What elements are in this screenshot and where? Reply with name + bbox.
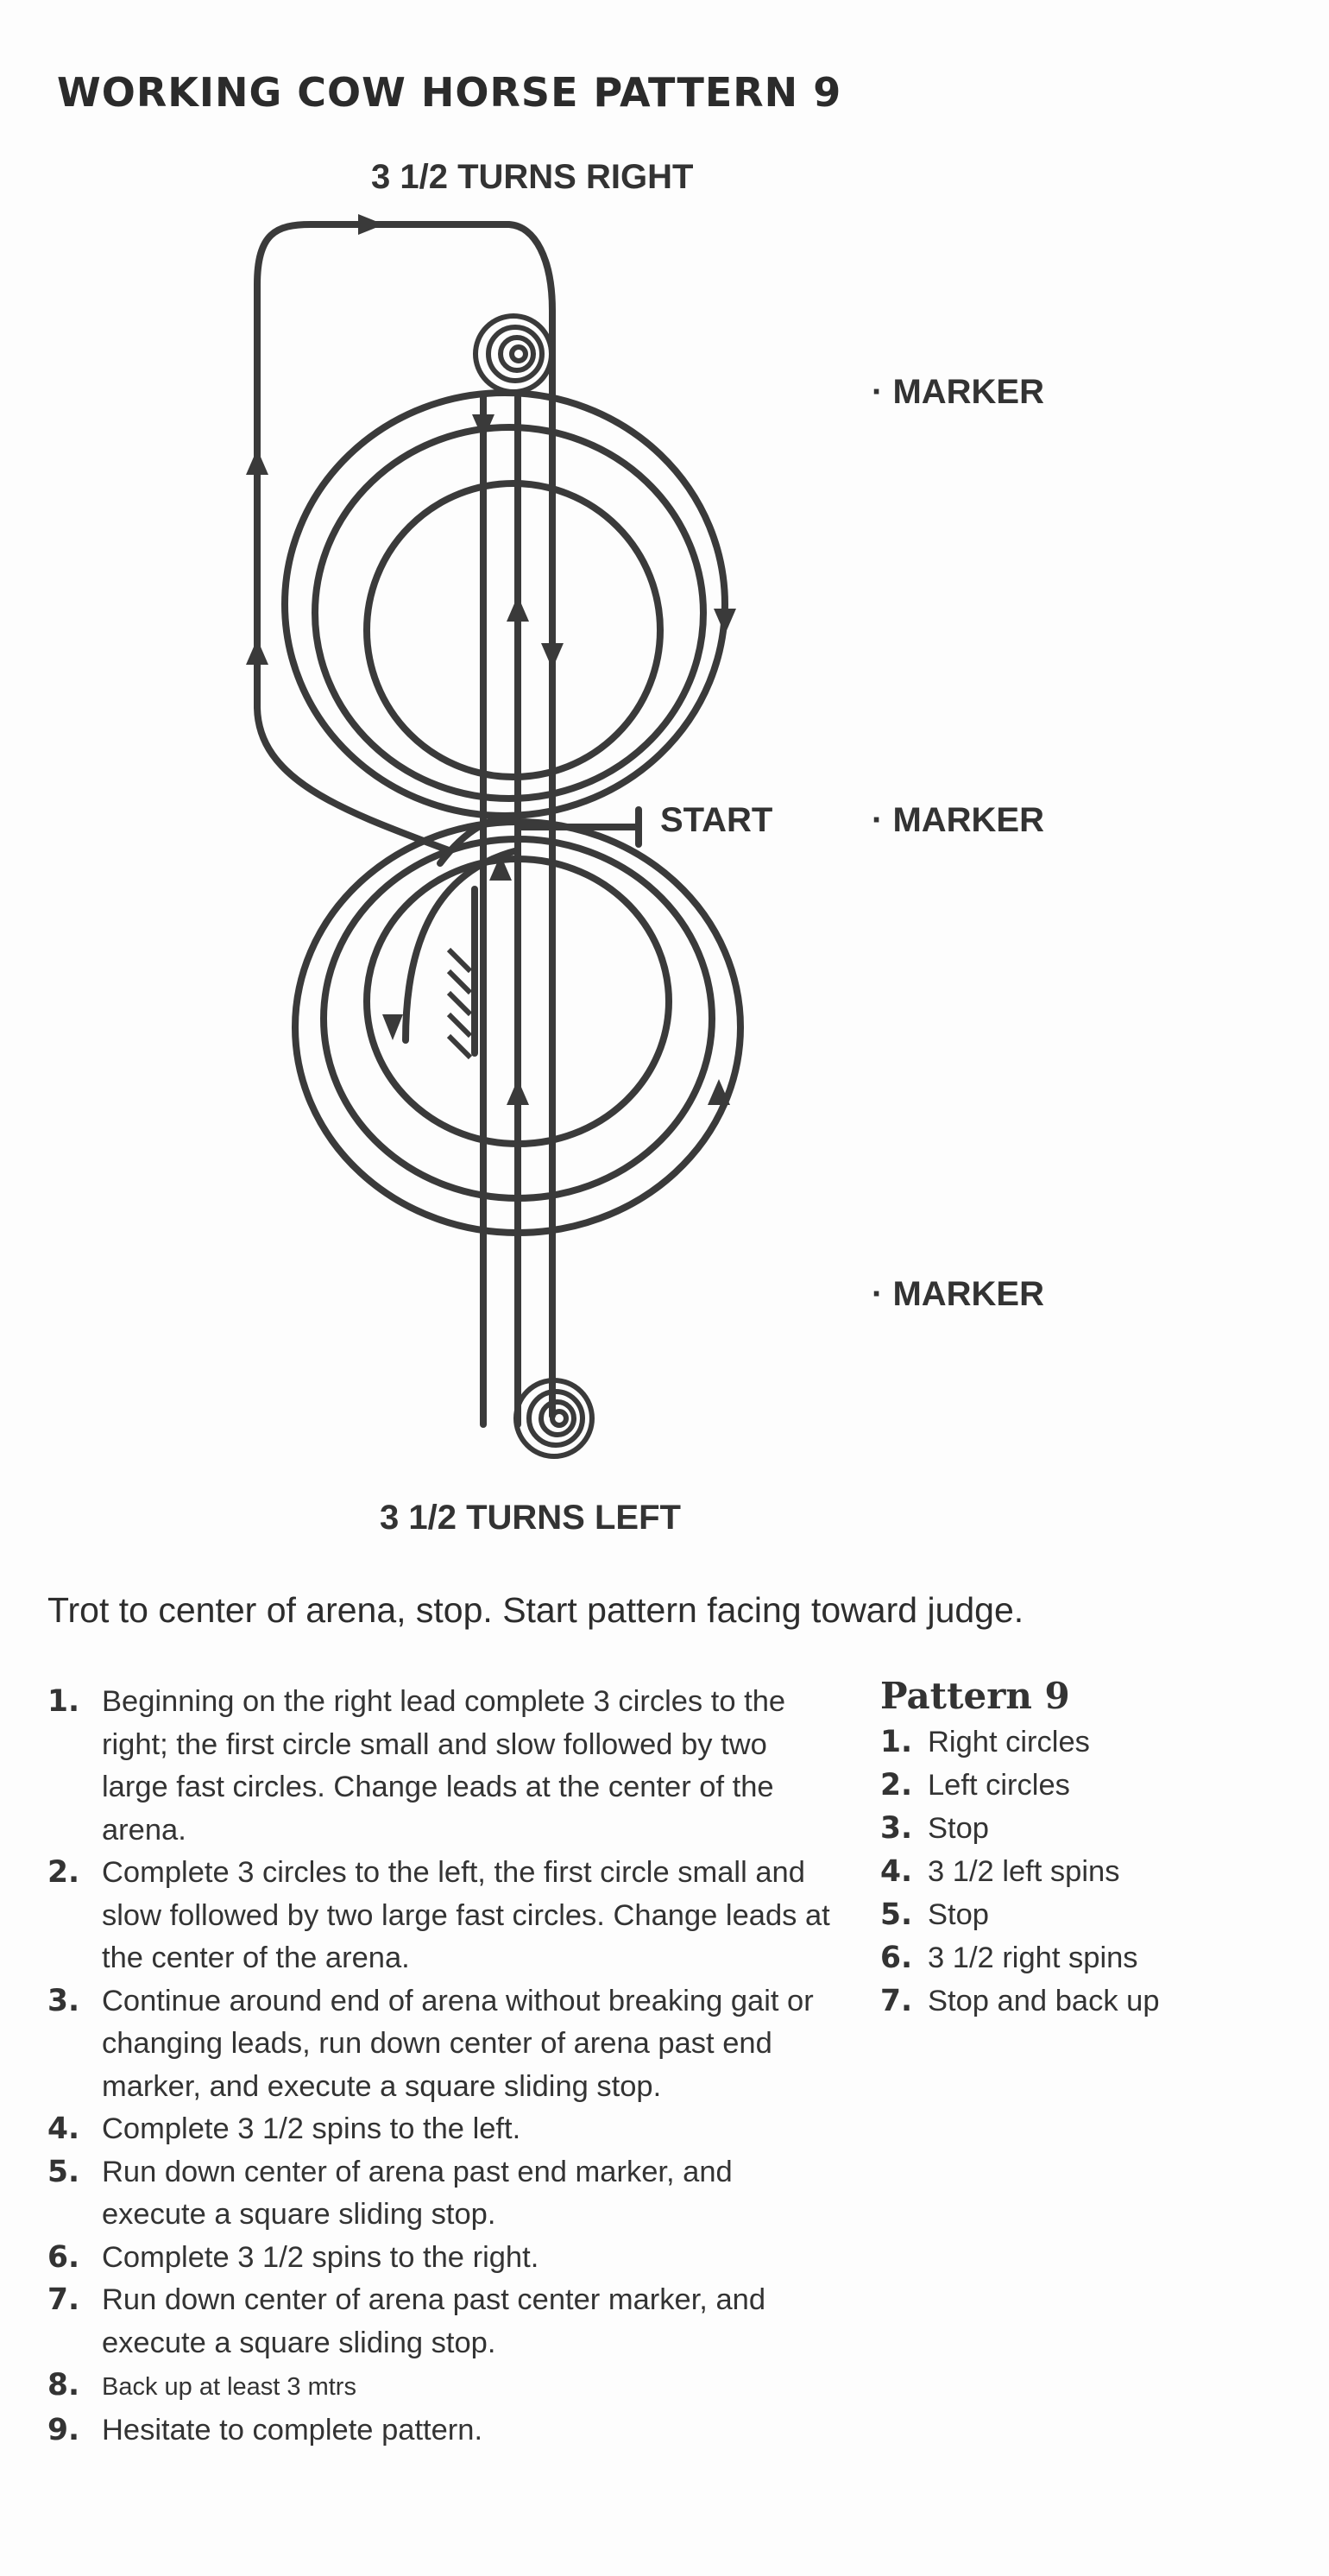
step-item: 1. Beginning on the right lead complete 3… bbox=[47, 1681, 841, 1852]
summary-number: 6. bbox=[880, 1941, 913, 1975]
step-item: 5. Run down center of arena past end mark… bbox=[47, 2151, 841, 2237]
step-text: Back up at least 3 mtrs bbox=[102, 2373, 356, 2401]
top-turns-label: 3 1/2 TURNS RIGHT bbox=[371, 158, 694, 196]
page-title: WORKING COW HORSE PATTERN 9 bbox=[57, 69, 842, 116]
intro-text: Trot to center of arena, stop. Start pat… bbox=[47, 1590, 1024, 1630]
bottom-spin-spiral-icon bbox=[513, 1378, 595, 1459]
summary-item: 6. 3 1/2 right spins bbox=[880, 1936, 1160, 1979]
step-number: 2. bbox=[47, 1855, 80, 1890]
arrow-up-icon bbox=[246, 639, 268, 665]
summary-text: Left circles bbox=[928, 1769, 1070, 1802]
lead-change-line-2 bbox=[402, 847, 521, 1044]
marker-text: MARKER bbox=[892, 801, 1044, 839]
summary-number: 5. bbox=[880, 1897, 913, 1932]
arrow-down-icon bbox=[714, 609, 736, 635]
pattern-summary: Pattern 9 1. Right circles 2. Left circles… bbox=[880, 1675, 1160, 2023]
marker-label: · MARKER bbox=[872, 801, 1044, 839]
summary-text: Right circles bbox=[928, 1726, 1090, 1758]
step-text: Complete 3 1/2 spins to the left. bbox=[102, 2112, 521, 2145]
step-text: Run down center of arena past center mar… bbox=[102, 2283, 766, 2359]
summary-title: Pattern 9 bbox=[880, 1675, 1070, 1717]
step-item: 6. Complete 3 1/2 spins to the right. bbox=[47, 2237, 841, 2280]
arrow-up-icon bbox=[489, 855, 512, 881]
arrow-down-icon bbox=[382, 1014, 403, 1040]
step-number: 4. bbox=[47, 2112, 80, 2146]
step-item: 7. Run down center of arena past center m… bbox=[47, 2279, 841, 2364]
summary-text: 3 1/2 left spins bbox=[928, 1855, 1120, 1888]
step-number: 5. bbox=[47, 2154, 80, 2189]
step-number: 1. bbox=[47, 1684, 80, 1719]
summary-item: 1. Right circles bbox=[880, 1720, 1160, 1764]
step-item: 3. Continue around end of arena without b… bbox=[47, 1980, 841, 2109]
arrow-up-icon bbox=[246, 449, 268, 475]
summary-number: 4. bbox=[880, 1854, 913, 1889]
outer-end-loop bbox=[254, 221, 556, 1419]
marker-label: · MARKER bbox=[872, 373, 1044, 411]
step-number: 9. bbox=[47, 2412, 80, 2447]
summary-item: 2. Left circles bbox=[880, 1764, 1160, 1807]
summary-list: 1. Right circles 2. Left circles 3. Stop 4.… bbox=[880, 1720, 1160, 2023]
marker-text: MARKER bbox=[892, 1275, 1044, 1313]
arrow-up-icon bbox=[507, 1079, 529, 1105]
step-text: Hesitate to complete pattern. bbox=[102, 2413, 483, 2447]
summary-number: 1. bbox=[880, 1725, 913, 1759]
upper-circle-medium bbox=[312, 424, 707, 802]
summary-number: 3. bbox=[880, 1811, 913, 1846]
summary-item: 3. Stop bbox=[880, 1807, 1160, 1850]
arrow-down-icon bbox=[472, 414, 494, 440]
summary-item: 5. Stop bbox=[880, 1893, 1160, 1936]
steps-list: 1. Beginning on the right lead complete 3… bbox=[47, 1681, 841, 2452]
summary-number: 7. bbox=[880, 1984, 913, 2018]
summary-item: 4. 3 1/2 left spins bbox=[880, 1850, 1160, 1893]
arrow-down-icon bbox=[541, 643, 564, 669]
upper-circle-small bbox=[363, 480, 664, 780]
bottom-turns-label: 3 1/2 TURNS LEFT bbox=[380, 1499, 681, 1537]
step-text: Complete 3 1/2 spins to the right. bbox=[102, 2240, 539, 2274]
step-item: 8. Back up at least 3 mtrs bbox=[47, 2364, 841, 2409]
sliding-stop-hatch bbox=[446, 947, 473, 1060]
marker-text: MARKER bbox=[892, 373, 1044, 411]
top-spin-spiral-icon bbox=[473, 313, 554, 395]
summary-text: Stop bbox=[928, 1898, 989, 1931]
summary-number: 2. bbox=[880, 1768, 913, 1803]
step-text: Complete 3 circles to the left, the firs… bbox=[102, 1856, 830, 1974]
step-number: 3. bbox=[47, 1983, 80, 2018]
lead-change-line bbox=[437, 812, 521, 867]
step-number: 6. bbox=[47, 2239, 80, 2275]
summary-text: Stop and back up bbox=[928, 1985, 1160, 2017]
start-label: START bbox=[660, 801, 773, 839]
step-text: Continue around end of arena without bre… bbox=[102, 1984, 814, 2103]
step-item: 4. Complete 3 1/2 spins to the left. bbox=[47, 2108, 841, 2151]
marker-label: · MARKER bbox=[872, 1275, 1044, 1313]
summary-text: Stop bbox=[928, 1812, 989, 1845]
step-text: Run down center of arena past end marker… bbox=[102, 2155, 733, 2232]
arrow-right-icon bbox=[358, 214, 384, 235]
summary-item: 7. Stop and back up bbox=[880, 1979, 1160, 2023]
step-number: 7. bbox=[47, 2282, 80, 2317]
step-item: 2. Complete 3 circles to the left, the fi… bbox=[47, 1852, 841, 1980]
arrow-up-icon bbox=[507, 596, 529, 622]
summary-text: 3 1/2 right spins bbox=[928, 1941, 1138, 1974]
step-number: 8. bbox=[47, 2368, 80, 2402]
arrow-up-icon bbox=[708, 1079, 730, 1105]
step-item: 9. Hesitate to complete pattern. bbox=[47, 2409, 841, 2453]
step-text: Beginning on the right lead complete 3 c… bbox=[102, 1685, 786, 1847]
pattern-diagram bbox=[246, 214, 744, 1459]
